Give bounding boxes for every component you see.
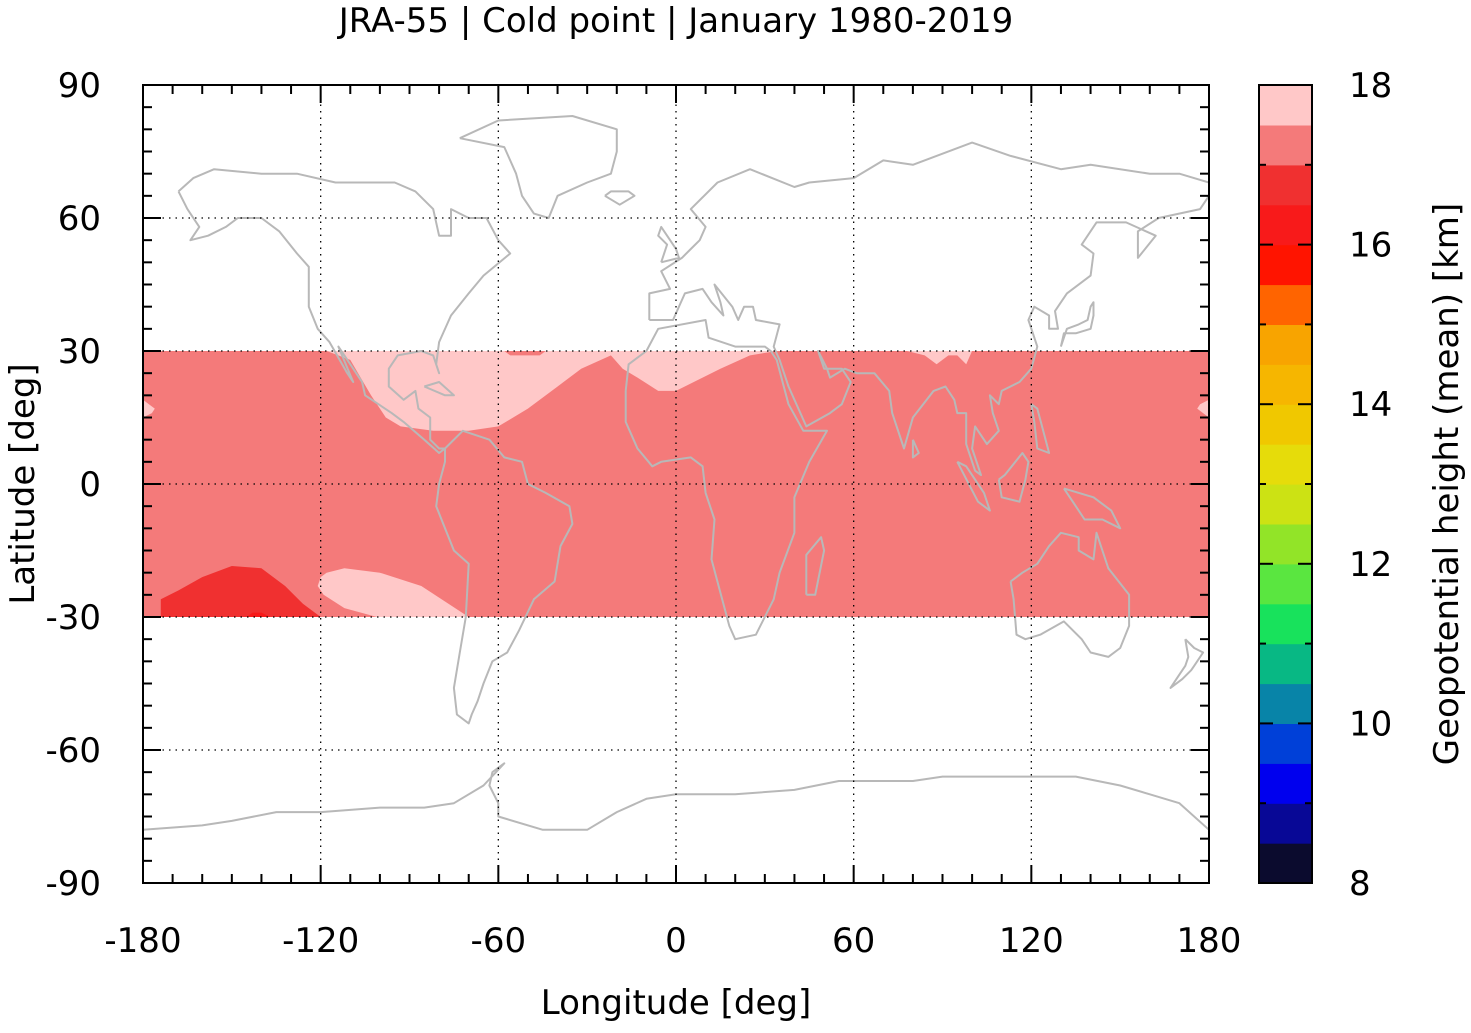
x-tick-label: -180 xyxy=(104,921,181,961)
colorbar-segment xyxy=(1259,85,1312,126)
y-tick-label: -30 xyxy=(45,598,101,638)
coastline-philippines xyxy=(1030,403,1051,454)
ticks-layer xyxy=(142,84,1210,884)
region-north-atlantic-deep-patch xyxy=(504,351,546,356)
y-tick-label: 30 xyxy=(58,332,101,372)
coastline-new-guinea xyxy=(1063,487,1122,530)
coastline-south-america xyxy=(435,429,574,725)
colorbar-tick-label: 18 xyxy=(1349,66,1392,106)
region-south-pacific-core xyxy=(246,612,271,617)
colorbar-segment xyxy=(1259,803,1312,844)
y-tick-label: 60 xyxy=(58,199,101,239)
colorbar-tick-label: 10 xyxy=(1349,704,1392,744)
y-tick-label: 0 xyxy=(79,465,101,505)
x-axis-title: Longitude [deg] xyxy=(541,983,812,1023)
grid-layer xyxy=(143,85,1209,883)
coastline-cuba xyxy=(423,381,455,397)
colorbar-segment xyxy=(1259,563,1312,605)
y-tick-label: -60 xyxy=(45,731,101,771)
colorbar-tick-label: 8 xyxy=(1349,864,1371,904)
region-southeast-pacific-high-tongue xyxy=(317,568,469,617)
x-tick-label: -120 xyxy=(282,921,359,961)
coastline-borneo xyxy=(997,452,1030,503)
region-west-edge-high-patch xyxy=(143,399,155,418)
coastline-iceland xyxy=(604,190,636,206)
coastline-new-zealand xyxy=(1169,638,1205,689)
colorbar-segment xyxy=(1259,603,1312,645)
colorbar-segment xyxy=(1259,484,1312,525)
region-northern-high-patch-east xyxy=(907,351,973,365)
colorbar-segment xyxy=(1259,404,1312,445)
x-tick-label: -60 xyxy=(471,921,527,961)
colorbar-segment xyxy=(1259,244,1312,286)
colorbar-segment xyxy=(1259,444,1312,485)
x-tick-labels: -180 -120 -60 0 60 120 180 xyxy=(104,921,1241,961)
coastline-eurasia-west xyxy=(648,141,1209,320)
x-tick-label: 60 xyxy=(832,921,875,961)
colorbar-segment xyxy=(1259,124,1312,166)
colorbar-tick-label: 14 xyxy=(1349,385,1392,425)
coastline-japan xyxy=(1059,301,1095,347)
colorbar-segment xyxy=(1259,364,1312,405)
coastline-africa xyxy=(624,319,828,641)
y-tick-label: 90 xyxy=(58,66,101,106)
colorbar xyxy=(1258,84,1313,884)
y-axis-title: Latitude [deg] xyxy=(3,363,43,604)
colorbar-segment xyxy=(1259,284,1312,325)
x-tick-label: 0 xyxy=(665,921,687,961)
colorbar-segment xyxy=(1259,643,1312,685)
colorbar-segment xyxy=(1259,324,1312,365)
colorbar-segment xyxy=(1259,683,1312,724)
colorbar-tick-labels: 18 16 14 12 10 8 xyxy=(1349,66,1392,904)
colorbar-segment xyxy=(1259,164,1312,206)
chart-title: JRA-55 | Cold point | January 1980-2019 xyxy=(337,1,1014,41)
colorbar-segment xyxy=(1259,204,1312,246)
x-tick-label: 120 xyxy=(999,921,1064,961)
region-south-pacific-deep-red-region xyxy=(160,566,321,617)
colorbar-title: Geopotential height (mean) [km] xyxy=(1427,203,1467,765)
colorbar-tick-label: 12 xyxy=(1349,545,1392,585)
region-east-edge-high-patch xyxy=(1197,399,1209,418)
coastlines-layer xyxy=(143,115,1209,831)
colorbar-segment xyxy=(1259,523,1312,565)
colorbar-segment xyxy=(1259,723,1312,764)
colorbar-segment xyxy=(1259,843,1312,884)
coastline-madagascar xyxy=(805,536,826,596)
coastline-north-america xyxy=(177,168,512,454)
colorbar-segment xyxy=(1259,763,1312,804)
coastline-eurasia-east-coast xyxy=(649,195,1209,477)
coastline-greenland xyxy=(459,115,618,219)
y-tick-label: -90 xyxy=(45,864,101,904)
y-tick-labels: 90 60 30 0 -30 -60 -90 xyxy=(45,66,101,904)
coastline-australia xyxy=(1009,531,1131,658)
coastline-sumatra xyxy=(956,460,991,512)
colorbar-tick-label: 16 xyxy=(1349,226,1392,266)
coastline-antarctica xyxy=(143,762,1209,831)
x-tick-label: 180 xyxy=(1177,921,1242,961)
coastline-britain xyxy=(657,225,680,264)
coastline-sri-lanka xyxy=(911,439,920,459)
